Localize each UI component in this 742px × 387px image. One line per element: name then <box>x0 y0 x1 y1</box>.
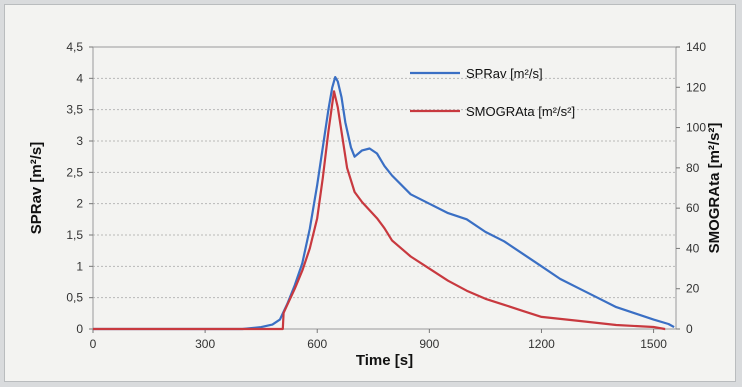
right-tick-label: 120 <box>686 80 706 94</box>
left-tick-label: 3,5 <box>66 103 83 117</box>
x-tick-label: 600 <box>307 337 327 351</box>
right-tick-label: 20 <box>686 282 700 296</box>
x-tick-label: 0 <box>90 337 97 351</box>
x-tick-label: 900 <box>419 337 439 351</box>
smograta-series-line <box>93 90 666 331</box>
right-tick-label: 140 <box>686 40 706 54</box>
left-tick-label: 2 <box>76 197 83 211</box>
left-tick-label: 4 <box>76 71 83 85</box>
right-tick-label: 0 <box>686 322 693 336</box>
sprav-series-line <box>93 75 675 331</box>
chart-frame: 0 300 600 900 1200 1500 0 0,5 1 1,5 2 2,5 3 3,5 4 4,5 … <box>4 4 736 382</box>
right-axis-ticks: 0 20 40 60 80 100 120 140 <box>676 40 706 336</box>
x-tick-label: 1500 <box>640 337 667 351</box>
left-tick-label: 2,5 <box>66 165 83 179</box>
x-tick-label: 1200 <box>528 337 555 351</box>
left-tick-label: 3 <box>76 134 83 148</box>
line-chart: 0 300 600 900 1200 1500 00,511,522,533,544,5 … <box>28 40 723 369</box>
right-tick-label: 40 <box>686 241 700 255</box>
left-tick-label: 4,5 <box>66 40 83 54</box>
left-axis-title: SPRav [m²/s] <box>28 142 45 235</box>
right-tick-label: 80 <box>686 161 700 175</box>
left-tick-label: 0,5 <box>66 291 83 305</box>
right-tick-label: 60 <box>686 201 700 215</box>
legend: SPRav [m²/s] SMOGRAta [m²/s²] <box>410 66 575 119</box>
legend-label: SPRav [m²/s] <box>466 66 543 81</box>
left-tick-label: 0 <box>76 322 83 336</box>
right-axis-title: SMOGRAta [m²/s²] <box>706 123 723 254</box>
series-lines <box>93 75 675 331</box>
x-tick-label: 300 <box>195 337 215 351</box>
legend-label: SMOGRAta [m²/s²] <box>466 104 575 119</box>
left-tick-label: 1,5 <box>66 228 83 242</box>
plot-area <box>92 46 677 330</box>
left-tick-label: 1 <box>76 259 83 273</box>
left-axis-ticks: 0 0,5 1 1,5 2 2,5 3 3,5 4 4,5 <box>66 40 93 336</box>
x-axis-title: Time [s] <box>356 352 413 369</box>
x-axis-ticks: 0 300 600 900 1200 1500 <box>90 329 667 351</box>
grid <box>93 46 676 330</box>
right-tick-label: 100 <box>686 121 706 135</box>
